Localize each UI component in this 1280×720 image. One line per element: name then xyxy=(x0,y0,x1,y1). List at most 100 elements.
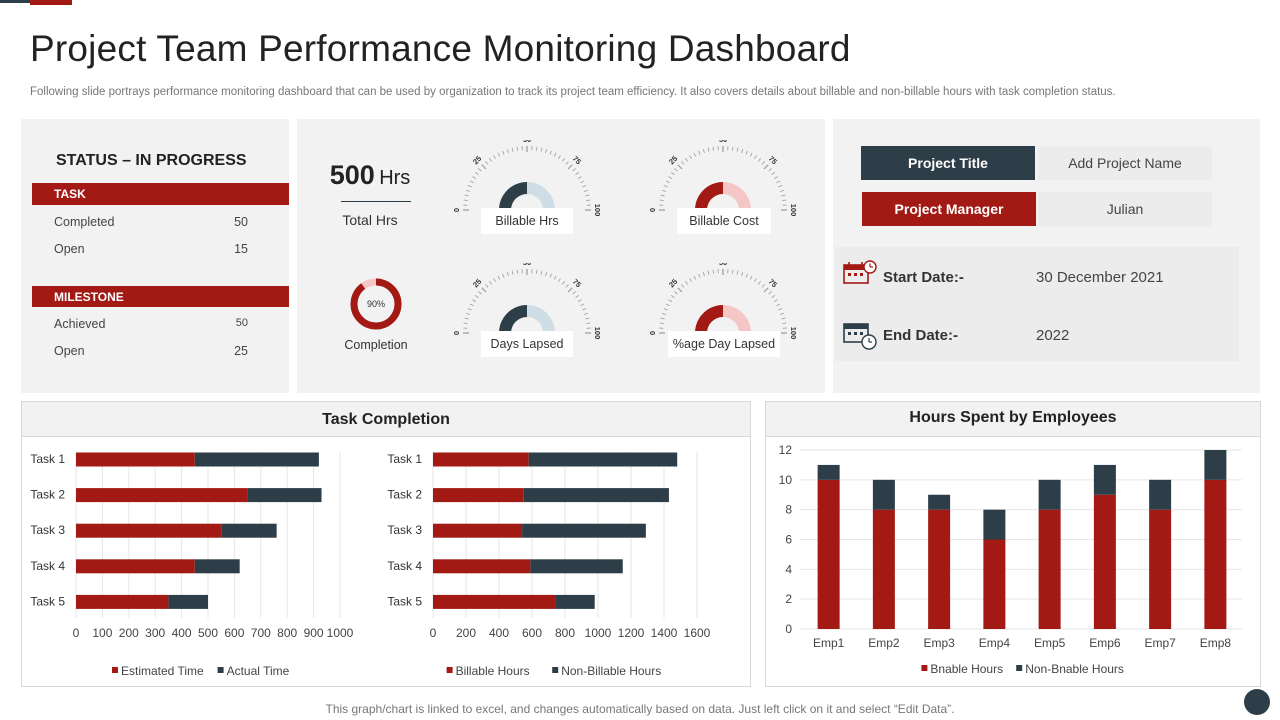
milestone-open-label: Open xyxy=(54,344,85,358)
gauge-tick xyxy=(577,299,582,302)
gauge-tick xyxy=(516,146,519,151)
gauge-tick xyxy=(469,303,474,307)
legend-label: Non-Billable Hours xyxy=(561,664,661,678)
total-hrs-unit: Hrs xyxy=(379,167,411,189)
gauge-tick xyxy=(702,272,705,277)
gauge-tick xyxy=(545,272,548,277)
legend-swatch xyxy=(921,665,928,671)
gauge-tick xyxy=(572,291,576,295)
x-tick-label: 600 xyxy=(224,626,244,640)
page-subtitle: Following slide portrays performance mon… xyxy=(30,86,1116,98)
category-label: Emp2 xyxy=(868,636,900,650)
bar-segment xyxy=(528,452,678,467)
gauge-tick-label: 100 xyxy=(789,204,798,217)
gauge-tick xyxy=(561,157,565,162)
x-tick-label: 1000 xyxy=(327,626,354,640)
gauge-tick xyxy=(549,273,552,278)
gauge-tick xyxy=(757,280,761,285)
gauge-tick xyxy=(781,317,786,320)
calendar-start-icon xyxy=(843,260,877,284)
gauge-tick xyxy=(670,172,675,176)
hours-spent-title: Hours Spent by Employees xyxy=(766,402,1260,437)
gauge-tick xyxy=(662,312,667,315)
gauge-tick xyxy=(506,149,509,154)
gauge-rest-arc xyxy=(723,182,751,210)
calendar-end-icon xyxy=(843,323,877,350)
bar-segment xyxy=(983,509,1006,540)
start-date-label: Start Date:- xyxy=(883,269,964,286)
x-tick-label: 200 xyxy=(119,626,139,640)
gauge-tick xyxy=(768,291,772,295)
gauge-tick xyxy=(741,272,744,277)
gauge-tick xyxy=(663,185,668,188)
category-label: Task 4 xyxy=(30,559,65,573)
bar-segment xyxy=(433,523,523,538)
gauge-tick xyxy=(707,147,710,152)
gauge-tick xyxy=(660,194,665,197)
project-manager-button[interactable]: Project Manager xyxy=(862,192,1036,226)
bar-segment xyxy=(433,488,524,503)
gauge-tick xyxy=(781,194,786,197)
top-accent-red xyxy=(30,0,72,5)
gauge-tick xyxy=(540,147,543,152)
category-label: Task 1 xyxy=(30,452,65,466)
x-tick-label: 1600 xyxy=(684,626,711,640)
project-title-button[interactable]: Project Title xyxy=(861,146,1035,180)
bar-segment xyxy=(1038,509,1061,629)
project-title-value: Add Project Name xyxy=(1038,146,1212,180)
gauge-tick xyxy=(506,272,509,277)
gauge-tick xyxy=(681,161,685,165)
bar-segment xyxy=(1093,494,1116,629)
gauge-tick xyxy=(698,273,701,278)
category-label: Task 3 xyxy=(30,523,65,537)
gauge-rest-arc xyxy=(723,305,751,333)
category-label: Task 4 xyxy=(387,559,422,573)
gauge-tick xyxy=(511,147,514,152)
gauge-tick xyxy=(572,168,576,172)
gauge-tick xyxy=(474,172,479,176)
x-tick-label: 0 xyxy=(73,626,80,640)
gauge-tick xyxy=(580,303,585,307)
gauge-tick xyxy=(478,168,482,172)
project-manager-value: Julian xyxy=(1038,192,1212,226)
gauge-tick-label: 50 xyxy=(719,263,727,267)
gauge-age-day-lapsed-label: %age Day Lapsed xyxy=(668,331,780,357)
x-tick-label: 100 xyxy=(92,626,112,640)
gauge-tick xyxy=(749,275,753,280)
gauge-tick xyxy=(493,278,496,283)
gauge-tick-label: 0 xyxy=(648,208,657,212)
gauge-tick xyxy=(464,317,469,320)
gauge-tick xyxy=(773,176,778,179)
gauge-tick-label: 75 xyxy=(571,277,583,289)
x-tick-label: 600 xyxy=(522,626,542,640)
gauge-tick-label: 75 xyxy=(571,154,583,166)
bar-segment xyxy=(1149,479,1172,510)
gauge-rest-arc xyxy=(527,305,555,333)
gauge-tick xyxy=(745,150,748,155)
y-tick-label: 6 xyxy=(785,533,792,547)
gauge-tick xyxy=(474,295,479,299)
gauge-tick xyxy=(757,157,761,162)
legend-swatch xyxy=(446,667,453,673)
end-date-label: End Date:- xyxy=(883,327,958,344)
y-tick-label: 12 xyxy=(779,443,793,457)
x-tick-label: 400 xyxy=(489,626,509,640)
gauge-tick xyxy=(763,164,769,170)
milestone-achieved-label: Achieved xyxy=(54,317,106,331)
bar-segment xyxy=(76,452,195,467)
gauge-tick xyxy=(689,155,692,160)
gauge-tick xyxy=(464,194,469,197)
hours-spent-chart: 0 2 4 6 8 10 12 Emp1 Emp2 Emp3 Emp4 Emp5 Emp6 Emp7 Emp… xyxy=(779,443,1242,676)
gauge-billable-cost-label: Billable Cost xyxy=(677,208,771,234)
x-tick-label: 700 xyxy=(251,626,271,640)
corner-circle-decoration xyxy=(1244,689,1270,715)
gauge-tick xyxy=(463,199,468,202)
bar-segment xyxy=(1149,509,1172,629)
footer-note: This graph/chart is linked to excel, and… xyxy=(325,702,955,716)
gauge-days-lapsed-label: Days Lapsed xyxy=(481,331,573,357)
gauge-tick xyxy=(674,168,678,172)
x-tick-label: 800 xyxy=(277,626,297,640)
legend-label: Estimated Time xyxy=(121,664,204,678)
gauge-tick xyxy=(665,303,670,307)
category-label: Task 2 xyxy=(387,488,422,502)
